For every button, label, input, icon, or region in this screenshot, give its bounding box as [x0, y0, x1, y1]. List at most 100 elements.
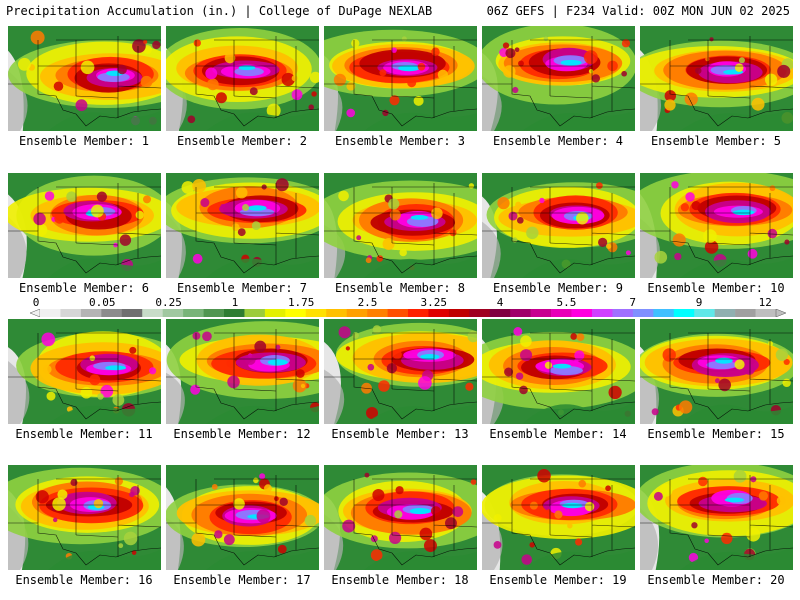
- ensemble-member-map: [166, 173, 319, 278]
- colorbar-swatch: [735, 309, 756, 317]
- ensemble-member-caption: Ensemble Member: 15: [647, 427, 785, 441]
- ensemble-member-map: [640, 173, 793, 278]
- ensemble-member-map: [166, 26, 319, 131]
- colorbar-swatch: [40, 309, 61, 317]
- ensemble-member-caption: Ensemble Member: 12: [173, 427, 311, 441]
- precipitation-map: [640, 319, 793, 424]
- colorbar-swatch: [80, 309, 102, 317]
- colorbar-swatch: [673, 309, 695, 317]
- ensemble-member-caption: Ensemble Member: 6: [18, 281, 150, 295]
- precipitation-map: [166, 26, 319, 131]
- colorbar-swatch: [203, 309, 225, 317]
- colorbar-tick-label: 0.05: [89, 296, 116, 309]
- precipitation-map: [640, 465, 793, 570]
- ensemble-member-caption: Ensemble Member: 14: [489, 427, 627, 441]
- colorbar-swatch: [755, 309, 777, 317]
- colorbar-swatch: [592, 309, 613, 317]
- colorbar-tick-label: 9: [695, 296, 703, 309]
- colorbar-tick-label: 0: [32, 296, 40, 309]
- colorbar-tick-label: 1.75: [287, 296, 315, 309]
- colorbar-swatch: [469, 309, 491, 317]
- ensemble-member-caption: Ensemble Member: 9: [492, 281, 624, 295]
- ensemble-member-map: [324, 173, 477, 278]
- model-run-info: 06Z GEFS | F234 Valid: 00Z MON JUN 02 20…: [486, 4, 790, 18]
- precipitation-map: [324, 319, 477, 424]
- colorbar-left-arrow: [30, 309, 41, 317]
- colorbar-swatch: [387, 309, 409, 317]
- ensemble-member-caption: Ensemble Member: 16: [15, 573, 153, 587]
- ensemble-member-map: [482, 173, 635, 278]
- colorbar-swatch: [489, 309, 511, 317]
- ensemble-member-map: [8, 319, 161, 424]
- colorbar-swatch: [224, 309, 245, 317]
- ensemble-member-map: [324, 26, 477, 131]
- precipitation-map: [324, 173, 477, 278]
- colorbar-tick-label: 4: [496, 296, 504, 309]
- colorbar-swatch: [264, 309, 286, 317]
- colorbar-swatch: [530, 309, 552, 317]
- ensemble-member-map: [166, 319, 319, 424]
- ensemble-member-map: [640, 26, 793, 131]
- precipitation-map: [8, 26, 161, 131]
- precipitation-map: [166, 173, 319, 278]
- colorbar-swatch: [714, 309, 736, 317]
- colorbar-tick-label: 2.5: [357, 296, 378, 309]
- ensemble-member-caption: Ensemble Member: 3: [334, 134, 466, 148]
- ensemble-member-map: [640, 465, 793, 570]
- precipitation-map: [640, 26, 793, 131]
- ensemble-member-caption: Ensemble Member: 2: [176, 134, 308, 148]
- ensemble-member-caption: Ensemble Member: 17: [173, 573, 311, 587]
- colorbar-swatch: [571, 309, 593, 317]
- ensemble-member-map: [324, 319, 477, 424]
- precipitation-map: [324, 465, 477, 570]
- ensemble-member-map: [482, 465, 635, 570]
- precipitation-map: [324, 26, 477, 131]
- ensemble-member-caption: Ensemble Member: 19: [489, 573, 627, 587]
- colorbar-swatch: [142, 309, 163, 317]
- colorbar-swatch: [285, 309, 307, 317]
- precipitation-map: [8, 319, 161, 424]
- ensemble-member-caption: Ensemble Member: 18: [331, 573, 469, 587]
- colorbar-swatch: [183, 309, 204, 317]
- ensemble-member-map: [640, 319, 793, 424]
- precipitation-map: [8, 173, 161, 278]
- ensemble-member-map: [166, 465, 319, 570]
- colorbar-tick-label: 5.5: [556, 296, 577, 309]
- colorbar-swatch: [510, 309, 531, 317]
- ensemble-member-map: [482, 319, 635, 424]
- precipitation-colorbar: [30, 309, 786, 317]
- colorbar-swatch: [326, 309, 347, 317]
- colorbar-tick-label: 3.25: [420, 296, 448, 309]
- colorbar-swatch: [367, 309, 388, 317]
- map-title: Precipitation Accumulation (in.) | Colle…: [6, 4, 433, 18]
- precipitation-map: [482, 465, 635, 570]
- ensemble-member-caption: Ensemble Member: 11: [15, 427, 153, 441]
- colorbar-swatch: [101, 309, 123, 317]
- ensemble-member-caption: Ensemble Member: 4: [492, 134, 624, 148]
- ensemble-member-map: [8, 465, 161, 570]
- precipitation-map: [482, 26, 635, 131]
- colorbar-swatch: [653, 309, 675, 317]
- colorbar-tick-label: 12: [758, 296, 772, 309]
- precipitation-map: [482, 173, 635, 278]
- precipitation-map: [8, 465, 161, 570]
- colorbar-swatch: [428, 309, 450, 317]
- colorbar-swatch: [448, 309, 470, 317]
- ensemble-member-caption: Ensemble Member: 20: [647, 573, 785, 587]
- ensemble-member-map: [8, 173, 161, 278]
- colorbar-swatch: [244, 309, 266, 317]
- colorbar-tick-label: 7: [629, 296, 636, 309]
- precipitation-map: [482, 319, 635, 424]
- ensemble-member-map: [8, 26, 161, 131]
- ensemble-member-caption: Ensemble Member: 1: [18, 134, 150, 148]
- colorbar-swatch: [408, 309, 429, 317]
- colorbar-swatch: [121, 309, 143, 317]
- colorbar-tick-label: 1: [231, 296, 239, 309]
- colorbar-swatch: [162, 309, 184, 317]
- ensemble-member-map: [324, 465, 477, 570]
- precipitation-map: [166, 465, 319, 570]
- colorbar-swatch: [346, 309, 368, 317]
- colorbar-tick-label: 0.25: [155, 296, 182, 309]
- ensemble-member-caption: Ensemble Member: 5: [650, 134, 782, 148]
- colorbar-swatch: [612, 309, 634, 317]
